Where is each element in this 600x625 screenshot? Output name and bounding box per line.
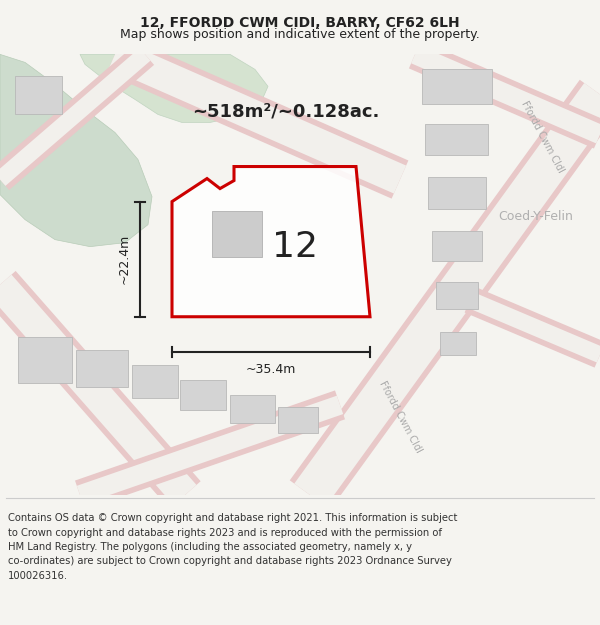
Text: co-ordinates) are subject to Crown copyright and database rights 2023 Ordnance S: co-ordinates) are subject to Crown copyr… bbox=[8, 556, 452, 566]
Text: Map shows position and indicative extent of the property.: Map shows position and indicative extent… bbox=[120, 28, 480, 41]
Polygon shape bbox=[180, 380, 226, 410]
Polygon shape bbox=[18, 337, 72, 383]
Text: HM Land Registry. The polygons (including the associated geometry, namely x, y: HM Land Registry. The polygons (includin… bbox=[8, 542, 412, 552]
Text: ~35.4m: ~35.4m bbox=[246, 363, 296, 376]
Text: Ffordd Cwm Cldl: Ffordd Cwm Cldl bbox=[519, 99, 565, 174]
Polygon shape bbox=[80, 54, 268, 122]
Text: ~22.4m: ~22.4m bbox=[118, 234, 131, 284]
Text: Ffordd Cwm Cldl: Ffordd Cwm Cldl bbox=[377, 379, 423, 454]
Text: Contains OS data © Crown copyright and database right 2021. This information is : Contains OS data © Crown copyright and d… bbox=[8, 513, 457, 523]
Polygon shape bbox=[428, 176, 486, 209]
Text: 12: 12 bbox=[272, 229, 318, 264]
Polygon shape bbox=[0, 54, 152, 247]
Polygon shape bbox=[230, 395, 275, 423]
Text: Coed-Y-Felin: Coed-Y-Felin bbox=[498, 210, 573, 223]
Polygon shape bbox=[15, 76, 62, 114]
Polygon shape bbox=[172, 166, 370, 317]
Text: 100026316.: 100026316. bbox=[8, 571, 68, 581]
Polygon shape bbox=[432, 231, 482, 261]
Polygon shape bbox=[425, 124, 488, 154]
Text: to Crown copyright and database rights 2023 and is reproduced with the permissio: to Crown copyright and database rights 2… bbox=[8, 528, 442, 538]
Polygon shape bbox=[212, 211, 262, 257]
Text: 12, FFORDD CWM CIDI, BARRY, CF62 6LH: 12, FFORDD CWM CIDI, BARRY, CF62 6LH bbox=[140, 16, 460, 29]
Polygon shape bbox=[422, 69, 492, 104]
Polygon shape bbox=[76, 350, 128, 387]
Text: ~518m²/~0.128ac.: ~518m²/~0.128ac. bbox=[192, 102, 379, 121]
Polygon shape bbox=[436, 282, 478, 309]
Polygon shape bbox=[440, 332, 476, 355]
Polygon shape bbox=[132, 365, 178, 398]
Polygon shape bbox=[278, 407, 318, 433]
